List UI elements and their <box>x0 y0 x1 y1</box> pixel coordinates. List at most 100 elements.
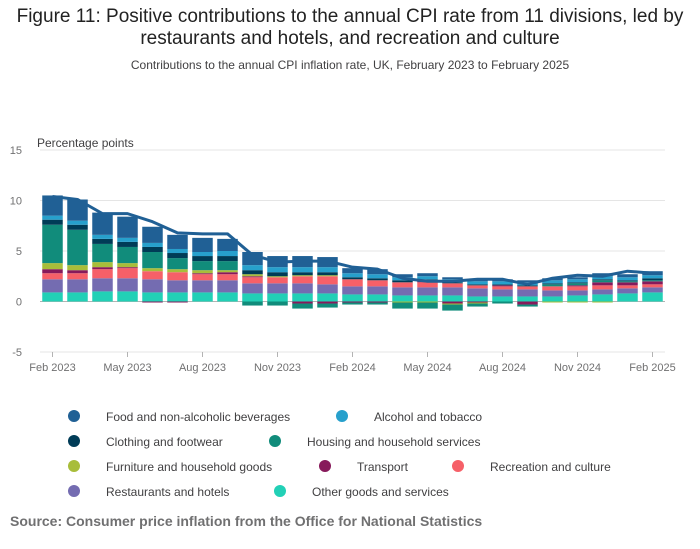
bar-segment <box>42 292 63 302</box>
bar-segment <box>617 281 638 283</box>
bar-segment <box>217 292 238 302</box>
bar-segment <box>167 272 188 281</box>
bar-segment <box>142 226 163 243</box>
x-tick-label: Nov 2023 <box>254 362 301 374</box>
chart-title: Figure 11: Positive contributions to the… <box>16 6 684 49</box>
bar-segment <box>467 284 488 286</box>
bar-segment <box>342 277 363 280</box>
bar-segment <box>467 281 488 285</box>
bar-segment <box>417 273 438 277</box>
bar-segment <box>467 285 488 289</box>
bars <box>42 195 663 311</box>
bar-segment <box>242 276 263 278</box>
bar-segment <box>117 241 138 247</box>
bar-segment <box>367 294 388 302</box>
bar-segment <box>542 284 563 287</box>
bar-segment <box>342 268 363 274</box>
bar-segment <box>542 286 563 291</box>
x-tick-label: Feb 2025 <box>629 362 675 374</box>
bar-segment <box>642 292 663 302</box>
bar-segment <box>617 274 638 278</box>
bar-segment <box>217 261 238 271</box>
bar-segment <box>192 237 213 253</box>
bar-segment <box>142 279 163 293</box>
bar-segment <box>617 277 638 281</box>
bar-segment <box>542 290 563 297</box>
bar-segment <box>92 243 113 263</box>
bar-segment <box>442 282 463 284</box>
legend-label: Alcohol and tobacco <box>374 410 483 424</box>
bar-segment <box>267 267 288 273</box>
bar-segment <box>67 199 88 221</box>
bar-segment <box>617 285 638 289</box>
bar-segment <box>242 265 263 271</box>
legend-swatch <box>68 435 80 447</box>
bar-segment <box>117 216 138 238</box>
bar-segment <box>442 295 463 302</box>
bar-segment <box>167 269 188 273</box>
x-tick-label: Nov 2024 <box>554 362 601 374</box>
bar-segment <box>242 270 263 275</box>
bar-segment <box>142 292 163 302</box>
bar-segment <box>292 275 313 277</box>
bar-segment <box>417 276 438 280</box>
bar-segment <box>317 267 338 273</box>
bar-segment <box>592 285 613 290</box>
bar-segment <box>42 224 63 264</box>
x-tick-label: Feb 2023 <box>29 362 75 374</box>
bar-segment <box>67 229 88 266</box>
bar-segment <box>267 276 288 278</box>
bar-segment <box>617 280 638 282</box>
bar-segment <box>492 284 513 286</box>
bar-segment <box>192 292 213 302</box>
legend-label: Recreation and culture <box>490 460 611 474</box>
bar-segment <box>92 234 113 239</box>
legend-label: Clothing and footwear <box>106 435 223 449</box>
bar-segment <box>592 294 613 302</box>
bar-segment <box>242 293 263 302</box>
bar-segment <box>592 280 613 283</box>
bar-segment <box>42 279 63 293</box>
bar-segment <box>67 220 88 225</box>
bar-segment <box>567 290 588 296</box>
bar-segment <box>567 285 588 287</box>
bar-segment <box>467 296 488 302</box>
bar-segment <box>92 238 113 244</box>
bar-segment <box>467 302 488 304</box>
bar-segment <box>367 269 388 275</box>
bar-segment <box>367 286 388 295</box>
bar-segment <box>642 284 663 288</box>
legend-swatch <box>68 460 80 472</box>
bar-segment <box>217 274 238 281</box>
bar-segment <box>517 286 538 290</box>
bar-segment <box>367 280 388 287</box>
bar-segment <box>542 283 563 285</box>
y-tick-label: 0 <box>16 297 22 309</box>
bar-segment <box>242 301 263 306</box>
bar-segment <box>517 280 538 283</box>
bar-segment <box>242 277 263 284</box>
bar-segment <box>142 271 163 280</box>
bar-segment <box>167 301 188 303</box>
legend-label: Other goods and services <box>312 485 449 499</box>
x-tick-label: Aug 2023 <box>179 362 226 374</box>
bar-segment <box>617 293 638 302</box>
bar-segment <box>492 289 513 297</box>
bar-segment <box>292 267 313 273</box>
bar-segment <box>292 283 313 294</box>
bar-segment <box>442 277 463 280</box>
legend-label: Food and non-alcoholic beverages <box>106 410 291 424</box>
bar-segment <box>642 287 663 293</box>
bar-segment <box>442 303 463 305</box>
chart-subtitle: Contributions to the annual CPI inflatio… <box>130 58 570 72</box>
bar-segment <box>342 294 363 302</box>
bar-segment <box>442 301 463 304</box>
bar-segment <box>317 293 338 302</box>
legend-swatch <box>68 410 80 422</box>
bar-segment <box>542 280 563 284</box>
legend-label: Furniture and household goods <box>106 460 273 474</box>
cpi-line-path <box>52 194 653 286</box>
bar-segment <box>392 280 413 283</box>
bar-segment <box>67 224 88 230</box>
bar-segment <box>267 277 288 284</box>
